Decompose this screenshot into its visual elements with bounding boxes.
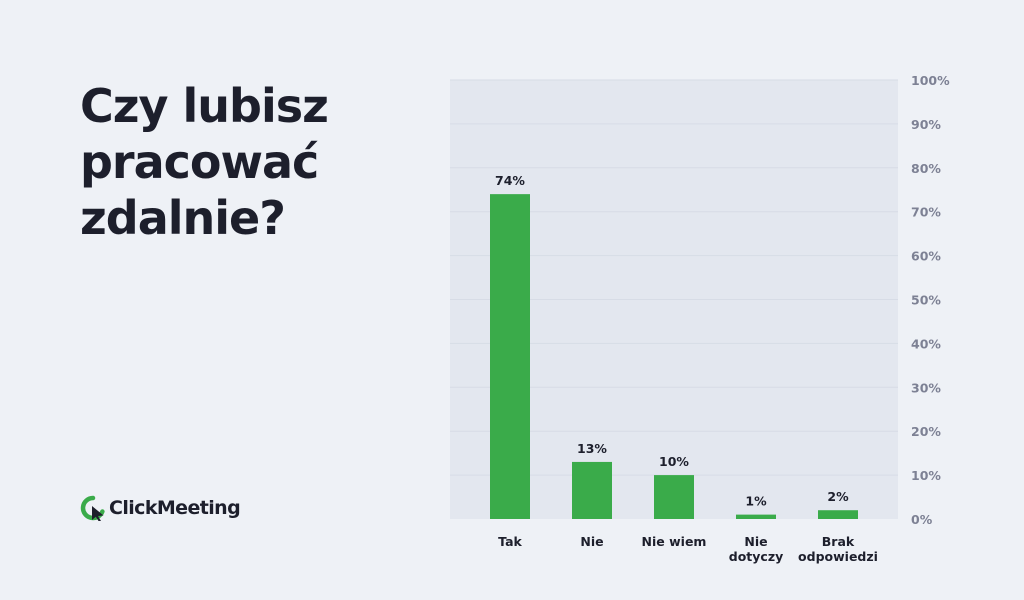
title-line-2: pracować (80, 135, 319, 189)
y-tick-label: 50% (911, 293, 941, 308)
title-line-3: zdalnie? (80, 191, 286, 245)
data-label: 74% (495, 173, 525, 188)
category-label: Tak (498, 534, 522, 549)
y-tick-label: 60% (911, 249, 941, 264)
data-label: 1% (745, 494, 767, 509)
y-tick-label: 90% (911, 117, 941, 132)
clickmeeting-logo: ClickMeeting (80, 494, 241, 522)
title-line-1: Czy lubisz (80, 79, 329, 133)
y-tick-label: 30% (911, 380, 941, 395)
category-label: dotyczy (729, 549, 784, 564)
y-tick-label: 20% (911, 424, 941, 439)
category-label: Nie (580, 534, 603, 549)
bar (818, 510, 858, 519)
category-label: Nie (744, 534, 767, 549)
category-label: Nie wiem (642, 534, 707, 549)
bar (654, 475, 694, 519)
y-tick-label: 70% (911, 205, 941, 220)
data-labels: 74% 13% 10% 1% 2% (495, 173, 849, 508)
y-tick-label: 0% (911, 512, 933, 527)
data-label: 2% (827, 489, 849, 504)
page-title: Czy lubisz pracować zdalnie? (80, 78, 400, 246)
y-tick-label: 80% (911, 161, 941, 176)
bars (490, 194, 858, 519)
category-label: Brak (822, 534, 855, 549)
bar (572, 461, 612, 519)
clickmeeting-logo-icon (80, 495, 105, 521)
y-tick-label: 10% (911, 468, 941, 483)
brand-name: ClickMeeting (109, 497, 241, 519)
data-label: 10% (659, 454, 689, 469)
y-axis-ticks: 0% 10% 20% 30% 40% 50% 60% 70% 80% 90% 100% (911, 73, 950, 527)
y-tick-label: 100% (911, 73, 950, 88)
bar (490, 194, 530, 519)
data-label: 13% (577, 441, 607, 456)
bar (736, 514, 776, 519)
category-label: odpowiedzi (798, 549, 878, 564)
y-tick-label: 40% (911, 336, 941, 351)
